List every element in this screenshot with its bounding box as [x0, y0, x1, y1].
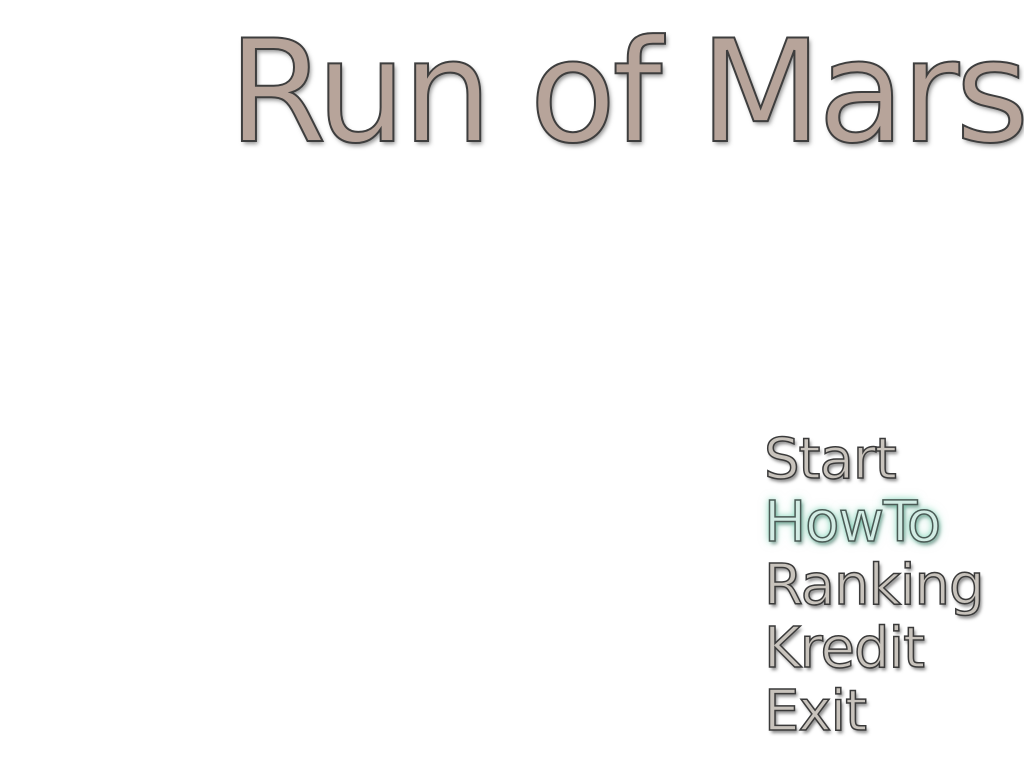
- menu-item-ranking[interactable]: Ranking: [764, 554, 984, 617]
- main-menu: Start HowTo Ranking Kredit Exit: [764, 428, 984, 743]
- menu-item-howto[interactable]: HowTo: [764, 491, 984, 554]
- menu-item-start[interactable]: Start: [764, 428, 984, 491]
- game-title: Run of Mars: [228, 22, 1024, 164]
- menu-item-exit[interactable]: Exit: [764, 680, 984, 743]
- menu-item-kredit[interactable]: Kredit: [764, 617, 984, 680]
